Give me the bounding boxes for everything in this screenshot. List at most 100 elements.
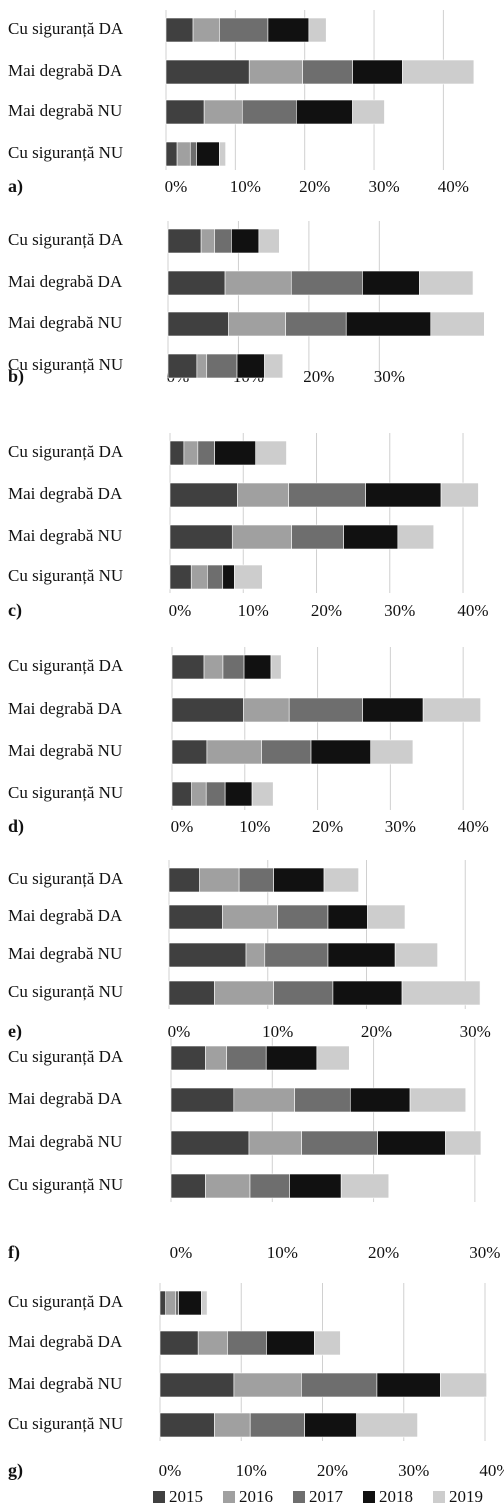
bar-segment: [291, 524, 344, 550]
bar-segment: [288, 482, 366, 508]
x-tick-label: 10%: [236, 1461, 267, 1480]
bar-segment: [288, 697, 364, 723]
bar-segment: [171, 781, 192, 807]
category-label: Mai degrabă DA: [8, 1089, 123, 1108]
bar-segment: [243, 697, 290, 723]
legend-label: 2017: [309, 1487, 344, 1506]
x-tick-label: 40%: [438, 177, 469, 196]
bar-segment: [294, 1087, 351, 1113]
bar-segment: [214, 1412, 251, 1438]
bar-segment: [249, 1412, 305, 1438]
bar-segment: [206, 739, 262, 765]
panel-label: f): [8, 1242, 20, 1263]
bar-segment: [402, 59, 475, 85]
bar-segment: [343, 524, 399, 550]
bar-segment: [205, 781, 226, 807]
bar-segment: [314, 1330, 341, 1356]
bar-segment: [191, 781, 207, 807]
bar-segment: [370, 739, 414, 765]
category-label: Mai degrabă NU: [8, 741, 122, 760]
bar-segment: [440, 1372, 487, 1398]
category-label: Cu siguranță DA: [8, 656, 124, 675]
bar-segment: [189, 141, 197, 167]
bar-segment: [169, 564, 192, 590]
legend-swatch: [223, 1491, 235, 1503]
bar-segment: [349, 1087, 411, 1113]
category-label: Cu siguranță DA: [8, 1047, 124, 1066]
category-label: Cu siguranță DA: [8, 19, 124, 38]
bar-segment: [203, 654, 224, 680]
bar-segment: [165, 99, 205, 125]
bar-segment: [200, 228, 215, 254]
bar-segment: [440, 482, 479, 508]
bar-segment: [285, 311, 347, 337]
panel-label: e): [8, 1021, 22, 1042]
x-tick-label: 40%: [458, 817, 489, 836]
x-tick-label: 20%: [317, 1461, 348, 1480]
x-tick-label: 20%: [299, 177, 330, 196]
bar-segment: [310, 739, 372, 765]
bar-segment: [222, 904, 278, 930]
panel-label: a): [8, 176, 23, 197]
x-tick-label: 10%: [239, 817, 270, 836]
bar-segment: [365, 482, 442, 508]
category-label: Mai degrabă NU: [8, 944, 122, 963]
bar-segment: [301, 1372, 378, 1398]
bar-segment: [249, 1173, 290, 1199]
bar-segment: [356, 1412, 418, 1438]
bar-segment: [171, 739, 208, 765]
category-label: Cu siguranță DA: [8, 230, 124, 249]
bar-segment: [199, 867, 240, 893]
legend-label: 2018: [379, 1487, 413, 1506]
bar-segment: [367, 904, 406, 930]
bar-segment: [222, 564, 235, 590]
x-tick-label: 20%: [312, 817, 343, 836]
bar-segment: [430, 311, 485, 337]
bar-segment: [265, 1045, 318, 1071]
legend-swatch: [433, 1491, 445, 1503]
bar-segment: [261, 739, 312, 765]
category-label: Mai degrabă DA: [8, 1332, 123, 1351]
bar-segment: [238, 867, 274, 893]
bar-segment: [167, 270, 226, 296]
bar-segment: [445, 1130, 482, 1156]
bar-segment: [376, 1372, 441, 1398]
x-tick-label: 10%: [267, 1243, 298, 1262]
bar-segment: [248, 1130, 302, 1156]
bar-segment: [219, 17, 269, 43]
x-tick-label: 30%: [385, 817, 416, 836]
bar-segment: [397, 524, 435, 550]
bar-segment: [175, 1290, 179, 1316]
bar-segment: [165, 17, 194, 43]
category-label: Mai degrabă DA: [8, 272, 123, 291]
bar-segment: [345, 311, 432, 337]
bar-segment: [168, 942, 247, 968]
bar-segment: [362, 270, 420, 296]
x-tick-label: 20%: [368, 1243, 399, 1262]
x-tick-label: 0%: [159, 1461, 182, 1480]
legend-label: 2019: [449, 1487, 483, 1506]
bar-segment: [255, 440, 287, 466]
x-tick-label: 10%: [230, 177, 261, 196]
bar-segment: [228, 311, 286, 337]
bar-segment: [170, 1087, 235, 1113]
bar-segment: [171, 654, 205, 680]
x-tick-label: 0%: [165, 177, 188, 196]
bar-segment: [159, 1290, 166, 1316]
bar-segment: [214, 440, 257, 466]
category-label: Cu siguranță NU: [8, 355, 123, 374]
category-label: Mai degrabă DA: [8, 699, 123, 718]
bar-segment: [168, 980, 215, 1006]
category-label: Mai degrabă NU: [8, 313, 122, 332]
bar-segment: [352, 99, 385, 125]
bar-segment: [273, 867, 325, 893]
x-tick-label: 30%: [469, 1243, 500, 1262]
bar-segment: [207, 564, 224, 590]
panel-label: d): [8, 816, 24, 837]
bar-segment: [169, 482, 238, 508]
bar-segment: [206, 353, 238, 379]
panel-label: b): [8, 366, 24, 387]
bar-segment: [169, 440, 185, 466]
bar-segment: [190, 564, 208, 590]
category-label: Mai degrabă DA: [8, 484, 123, 503]
